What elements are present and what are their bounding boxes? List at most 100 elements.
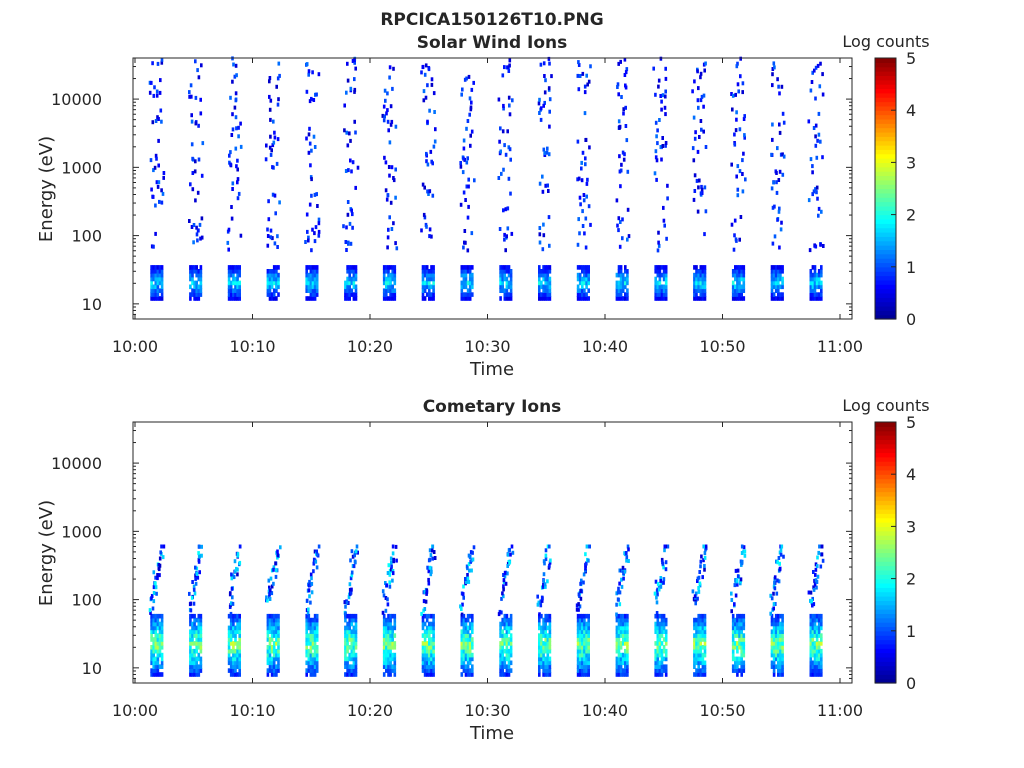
heatmap-cell <box>654 149 658 154</box>
heatmap-cell <box>736 187 740 192</box>
heatmap-cell <box>582 198 586 203</box>
heatmap-cell <box>315 660 319 666</box>
heatmap-cell <box>701 280 705 286</box>
heatmap-cell <box>391 284 394 290</box>
heatmap-cell <box>781 284 784 290</box>
heatmap-cell <box>695 269 698 274</box>
heatmap-cell <box>730 598 734 602</box>
heatmap-cell <box>777 629 780 634</box>
heatmap-cell <box>656 296 660 301</box>
heatmap-cell <box>194 95 198 100</box>
heatmap-cell <box>423 633 427 638</box>
heatmap-cell <box>809 272 813 278</box>
heatmap-cell <box>382 660 386 666</box>
heatmap-cell <box>349 138 352 143</box>
heatmap-cell <box>462 641 466 646</box>
heatmap-cell <box>742 288 746 293</box>
heatmap-cell <box>626 292 629 297</box>
heatmap-cell <box>391 265 394 270</box>
heatmap-cell <box>504 152 508 157</box>
heatmap-cell <box>200 544 203 549</box>
heatmap-cell <box>503 613 507 619</box>
heatmap-cell <box>546 272 550 278</box>
heatmap-cell <box>540 633 543 638</box>
heatmap-cell <box>307 607 310 612</box>
heatmap-cell <box>820 209 823 214</box>
heatmap-cell <box>308 141 312 146</box>
heatmap-cell <box>693 652 696 658</box>
heatmap-cell <box>346 280 349 286</box>
heatmap-cell <box>158 637 162 642</box>
heatmap-cell <box>462 190 466 195</box>
heatmap-cell <box>385 648 388 654</box>
heatmap-cell <box>501 284 504 290</box>
heatmap-cell <box>189 265 192 270</box>
heatmap-cell <box>393 617 397 623</box>
heatmap-cell <box>346 284 349 290</box>
heatmap-cell <box>229 296 233 301</box>
heatmap-cell <box>464 198 467 202</box>
colorbar-swatch <box>875 184 896 190</box>
heatmap-cell <box>582 572 586 577</box>
heatmap-cell <box>581 284 584 290</box>
heatmap-cell <box>268 664 272 669</box>
heatmap-cell <box>193 280 196 286</box>
heatmap-cell <box>464 296 468 301</box>
heatmap-cell <box>808 248 812 253</box>
heatmap-cell <box>277 292 280 297</box>
heatmap-cell <box>189 641 192 646</box>
heatmap-cell <box>583 621 586 627</box>
heatmap-cell <box>701 660 705 666</box>
heatmap-cell <box>695 648 698 654</box>
x-axis-label: Time <box>469 359 514 380</box>
heatmap-cell <box>626 637 629 642</box>
heatmap-cell <box>731 633 735 638</box>
heatmap-cell <box>268 645 272 650</box>
heatmap-cell <box>154 672 158 677</box>
heatmap-cell <box>150 668 153 673</box>
heatmap-cell <box>266 637 270 642</box>
heatmap-cell <box>578 641 582 646</box>
heatmap-cell <box>393 633 397 638</box>
heatmap-cell <box>658 288 662 293</box>
heatmap-cell <box>615 280 619 286</box>
heatmap-cell <box>585 633 588 638</box>
heatmap-cell <box>352 272 356 278</box>
heatmap-cell <box>619 652 623 658</box>
heatmap-cell <box>234 629 237 634</box>
heatmap-cell <box>576 276 580 282</box>
heatmap-cell <box>583 629 586 634</box>
heatmap-cell <box>664 66 667 71</box>
heatmap-cell <box>272 617 276 623</box>
heatmap-cell <box>160 288 164 293</box>
heatmap-cell <box>152 629 155 634</box>
heatmap-cell <box>501 280 504 286</box>
colorbar-swatch <box>875 504 896 510</box>
heatmap-cell <box>270 613 274 619</box>
heatmap-cell <box>662 656 666 662</box>
heatmap-cell <box>193 633 196 638</box>
heatmap-cell <box>266 280 270 286</box>
heatmap-cell <box>656 660 660 666</box>
heatmap-cell <box>387 276 390 282</box>
heatmap-cell <box>548 243 551 248</box>
heatmap-cell <box>152 617 155 623</box>
heatmap-cell <box>272 272 276 278</box>
heatmap-cell <box>236 158 239 163</box>
heatmap-cell <box>548 124 551 129</box>
heatmap-cell <box>703 567 706 572</box>
heatmap-cell <box>266 656 270 662</box>
heatmap-cell <box>152 656 155 662</box>
heatmap-cell <box>695 641 698 646</box>
heatmap-cell <box>277 265 280 270</box>
colorbar-swatch <box>875 596 896 601</box>
heatmap-cell <box>819 61 822 66</box>
heatmap-cell <box>428 269 431 274</box>
heatmap-cell <box>738 280 741 286</box>
colorbar-swatch <box>875 75 896 81</box>
heatmap-cell <box>272 140 276 145</box>
heatmap-cell <box>657 78 661 83</box>
heatmap-cell <box>541 584 545 589</box>
heatmap-cell <box>781 633 784 638</box>
heatmap-cell <box>733 233 736 238</box>
